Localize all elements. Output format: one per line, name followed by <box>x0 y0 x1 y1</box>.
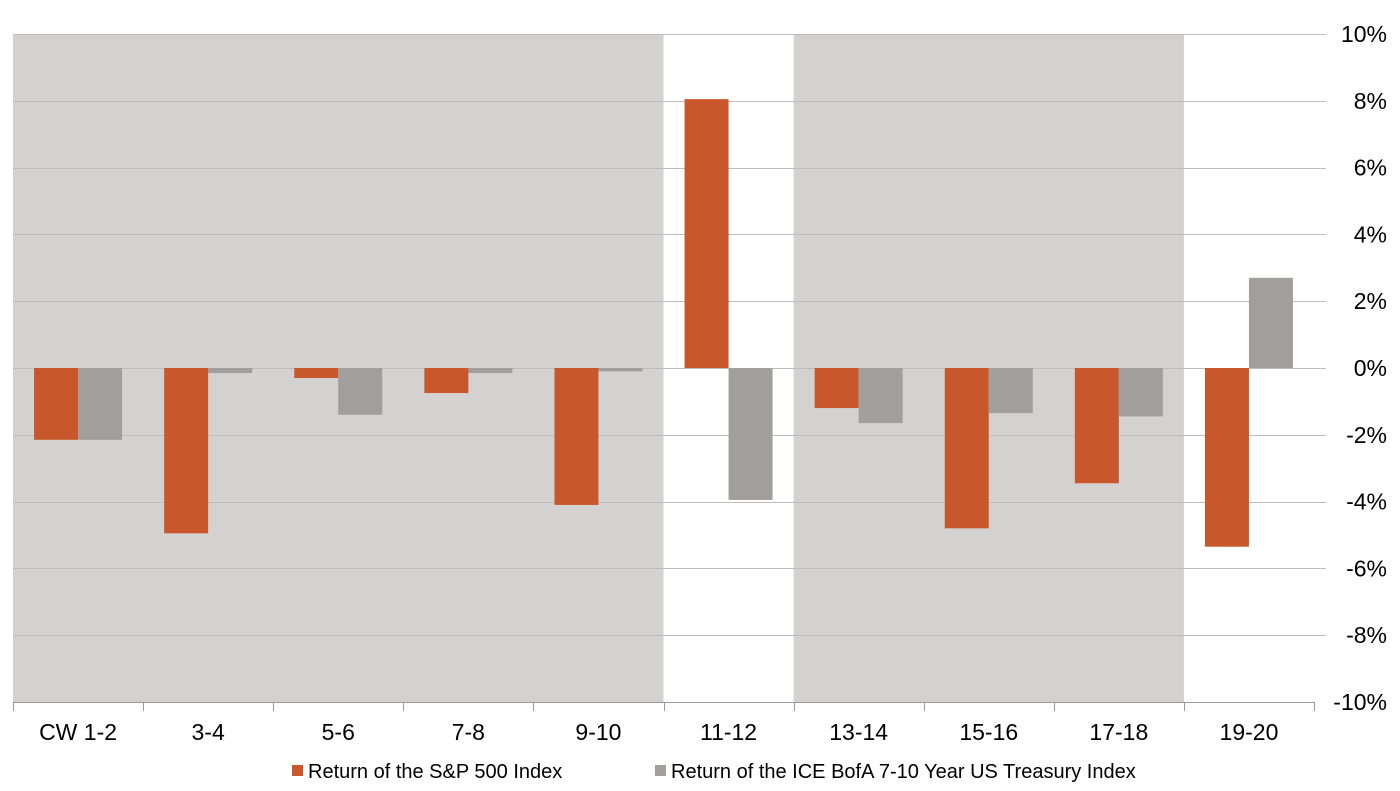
x-tick-label: 17-18 <box>1089 719 1148 745</box>
y-tick-label: 10% <box>1341 21 1387 47</box>
y-tick-label: -10% <box>1333 689 1387 715</box>
x-tick-label: 13-14 <box>829 719 888 745</box>
bar-series1-3 <box>294 368 339 379</box>
x-tick-label: 3-4 <box>192 719 225 745</box>
bar-series1-9 <box>1074 368 1119 484</box>
bar-series2-5 <box>598 368 643 372</box>
bar-series2-1 <box>78 368 123 440</box>
x-axis-tick-labels: CW 1-2 3-4 5-6 7-8 9-10 11-12 13-14 15-16 17-18 1… <box>39 719 1278 745</box>
bar-series2-8 <box>988 368 1033 414</box>
y-tick-label: -2% <box>1346 422 1387 448</box>
legend-swatch <box>292 765 303 776</box>
legend-item-2: Return of the ICE BofA 7-10 Year US Trea… <box>655 761 1136 783</box>
y-tick-label: 0% <box>1354 355 1387 381</box>
x-tick-label: 19-20 <box>1220 719 1279 745</box>
bar-series1-5 <box>554 368 599 505</box>
y-tick-label: 4% <box>1354 221 1387 247</box>
bar-series1-2 <box>164 368 209 534</box>
bar-series2-9 <box>1118 368 1163 417</box>
legend-label: Return of the ICE BofA 7-10 Year US Trea… <box>671 761 1136 783</box>
legend-label: Return of the S&P 500 Index <box>308 761 562 783</box>
bar-series1-8 <box>944 368 989 529</box>
bar-series2-10 <box>1248 277 1293 368</box>
bar-series1-4 <box>424 368 469 394</box>
bar-series2-4 <box>468 368 513 374</box>
y-axis-tick-labels: 10% 8% 6% 4% 2% 0% -2% -4% -6% -8% -10% <box>1333 21 1387 715</box>
bar-series1-7 <box>814 368 859 409</box>
bar-series2-2 <box>208 368 253 374</box>
legend-item-1: Return of the S&P 500 Index <box>292 761 562 783</box>
bar-series2-3 <box>338 368 383 415</box>
bars <box>34 99 1293 547</box>
x-tick-label: 5-6 <box>322 719 355 745</box>
legend-swatch <box>655 765 666 776</box>
bar-series1-10 <box>1204 368 1249 547</box>
x-tick-label: 15-16 <box>959 719 1018 745</box>
x-axis <box>13 702 1315 711</box>
bar-series1-6 <box>684 99 729 368</box>
legend: Return of the S&P 500 Index Return of the… <box>292 761 1136 783</box>
y-tick-label: 8% <box>1354 88 1387 114</box>
x-tick-label: 9-10 <box>575 719 621 745</box>
y-tick-label: 6% <box>1354 155 1387 181</box>
y-tick-label: 2% <box>1354 288 1387 314</box>
bar-series2-6 <box>728 368 773 500</box>
y-tick-label: -8% <box>1346 622 1387 648</box>
x-tick-label: CW 1-2 <box>39 719 117 745</box>
x-tick-label: 11-12 <box>700 719 757 745</box>
bar-series1-1 <box>34 368 79 440</box>
y-tick-label: -4% <box>1346 489 1387 515</box>
y-tick-label: -6% <box>1346 555 1387 581</box>
x-tick-label: 7-8 <box>452 719 485 745</box>
bar-series2-7 <box>858 368 903 424</box>
